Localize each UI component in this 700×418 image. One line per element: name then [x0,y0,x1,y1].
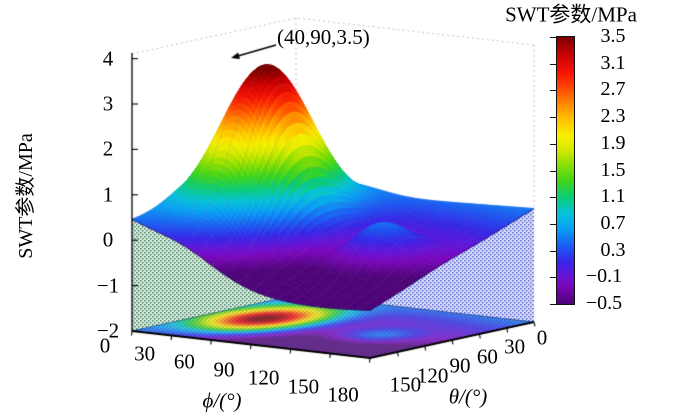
phi-tick-label: 0 [99,333,111,358]
z-tick-label: 4 [102,46,114,71]
theta-tick-label: 30 [504,334,526,359]
colorbar-tick-label: 1.5 [600,158,626,181]
colorbar-tick-label: 2.3 [600,105,626,128]
colorbar-tick-label: 2.7 [600,78,626,101]
phi-axis-title: ϕ/(°) [202,388,242,413]
theta-tick-label: 60 [476,344,498,369]
colorbar-tick [550,143,556,145]
colorbar-tick [550,304,556,305]
phi-tick-label: 90 [213,357,235,382]
colorbar-tick [550,223,556,225]
colorbar-tick [550,197,556,199]
z-tick-label: −1 [96,273,120,298]
colorbar-tick-label: 1.1 [600,185,626,208]
colorbar-tick [550,117,556,119]
phi-tick-label: 30 [134,341,156,366]
phi-tick-label: 180 [327,382,359,407]
z-axis-title: SWT参数/MPa [15,133,37,259]
theta-tick-label: 90 [449,353,471,378]
phi-tick-label: 60 [173,349,195,374]
z-tick-label: 2 [102,136,114,161]
colorbar-tick [550,250,556,252]
colorbar-tick-label: 3.5 [600,25,626,47]
colorbar-tick-label: −0.1 [585,265,623,288]
colorbar-title: SWT参数/MPa [505,2,637,27]
colorbar-tick [550,90,556,92]
phi-tick-label: 120 [247,365,280,390]
colorbar-tick [550,277,556,279]
colorbar-tick-label: 0.7 [600,211,626,234]
theta-tick-label: 120 [416,363,449,388]
theta-tick-label: 150 [389,372,422,397]
z-tick-label: 0 [102,227,114,252]
colorbar-tick [550,63,556,65]
phi-tick-label: 150 [287,374,320,398]
colorbar-gradient [550,36,575,305]
colorbar-tick-label: 3.1 [600,51,626,74]
colorbar-tick-label: 1.9 [600,131,626,154]
z-tick-label: 1 [102,182,114,207]
z-tick-label: −2 [96,318,120,343]
z-tick-label: 3 [102,91,114,116]
peak-annotation: (40,90,3.5) [277,25,370,49]
colorbar-tick-label: −0.5 [585,292,623,314]
colorbar-tick [550,170,556,172]
colorbar-tick-label: 0.3 [600,238,626,261]
theta-tick-label: 0 [536,325,548,350]
theta-axis-title: θ/(°) [448,384,488,409]
colorbar-tick [550,37,556,38]
